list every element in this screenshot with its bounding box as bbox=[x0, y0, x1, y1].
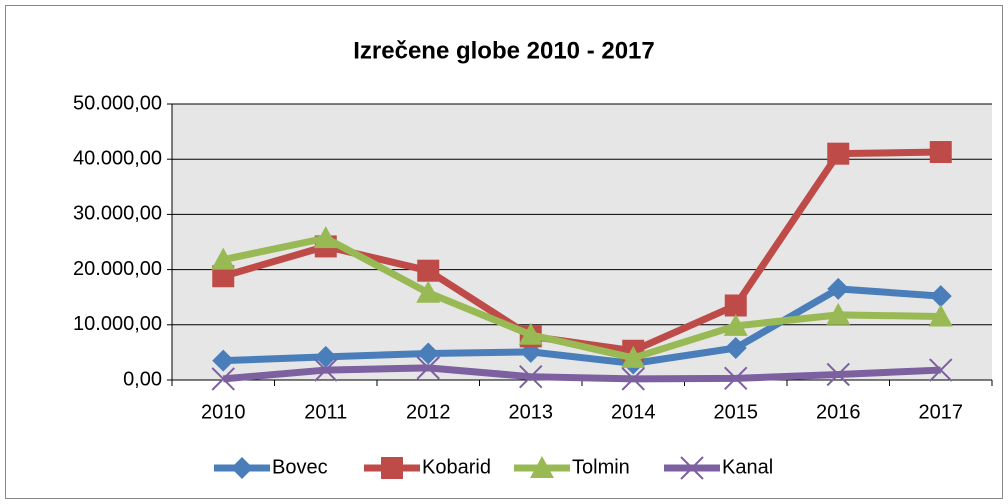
data-point bbox=[827, 277, 850, 300]
x-tick-label: 2017 bbox=[919, 401, 964, 423]
x-tick-label: 2016 bbox=[816, 401, 861, 423]
data-point bbox=[724, 336, 747, 359]
legend-marker bbox=[530, 456, 554, 478]
chart-title: Izrečene globe 2010 - 2017 bbox=[353, 37, 655, 64]
x-tick-label: 2013 bbox=[509, 401, 554, 423]
y-tick-label: 20.000,00 bbox=[73, 258, 162, 280]
data-point bbox=[826, 302, 851, 325]
data-point bbox=[518, 322, 543, 345]
x-tick-label: 2010 bbox=[201, 401, 246, 423]
data-point bbox=[211, 247, 236, 270]
legend-marker bbox=[680, 456, 704, 480]
data-point bbox=[416, 356, 440, 380]
x-tick-label: 2012 bbox=[406, 401, 451, 423]
y-tick-label: 40.000,00 bbox=[73, 147, 162, 169]
series-line bbox=[223, 285, 941, 367]
data-point bbox=[313, 226, 338, 249]
data-point bbox=[724, 294, 747, 317]
data-point bbox=[723, 313, 748, 336]
data-point bbox=[724, 366, 748, 391]
data-point bbox=[211, 367, 235, 391]
legend-label: Kanal bbox=[722, 456, 773, 478]
y-tick-label: 0,00 bbox=[123, 368, 162, 390]
data-point bbox=[621, 367, 645, 391]
x-tick-label: 2011 bbox=[304, 401, 347, 423]
legend-label: Kobarid bbox=[422, 456, 491, 478]
legend-label: Bovec bbox=[272, 456, 328, 478]
legend-marker bbox=[231, 457, 253, 479]
legend-label: Tolmin bbox=[572, 456, 630, 478]
x-tick-label: 2014 bbox=[611, 401, 656, 423]
data-point bbox=[826, 362, 850, 387]
series-line bbox=[222, 234, 941, 362]
data-point bbox=[416, 280, 441, 303]
data-point bbox=[212, 265, 235, 288]
legend-marker bbox=[381, 457, 403, 479]
x-tick-label: 2015 bbox=[714, 401, 759, 423]
data-point bbox=[928, 304, 953, 327]
data-point bbox=[929, 141, 952, 164]
series-line bbox=[222, 364, 941, 383]
data-point bbox=[519, 364, 543, 389]
data-point bbox=[827, 142, 850, 165]
data-point bbox=[314, 358, 338, 382]
data-point bbox=[929, 358, 953, 382]
y-tick-label: 30.000,00 bbox=[73, 203, 162, 225]
data-point bbox=[417, 259, 440, 282]
y-tick-label: 50.000,00 bbox=[73, 92, 162, 114]
y-tick-label: 10.000,00 bbox=[73, 313, 162, 335]
data-point bbox=[212, 349, 235, 372]
data-point bbox=[621, 345, 646, 368]
data-point bbox=[314, 345, 337, 368]
data-point bbox=[929, 285, 952, 308]
data-point bbox=[417, 342, 440, 365]
